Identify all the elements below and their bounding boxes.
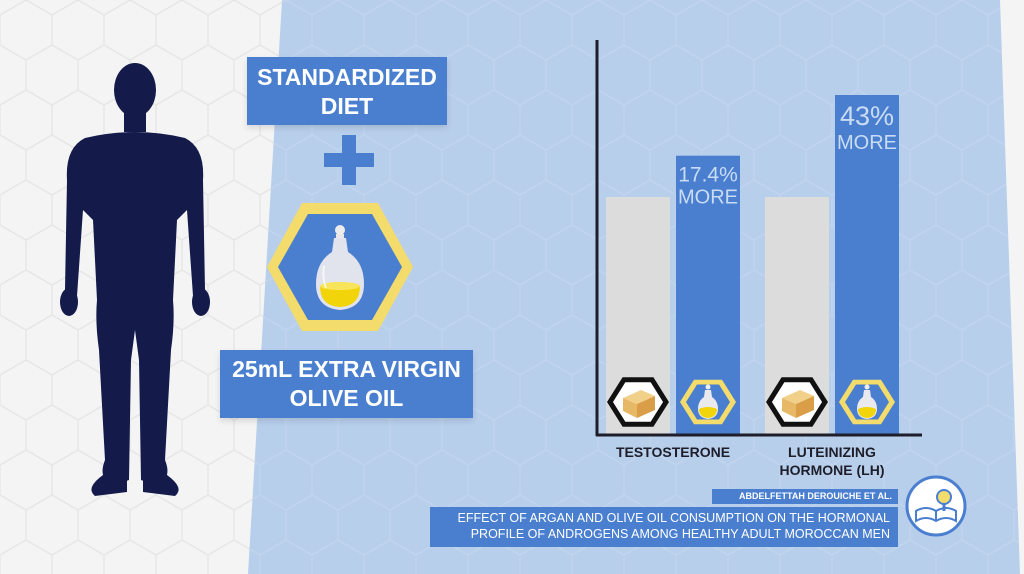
olive-oil-bottle-icon (680, 379, 736, 425)
category-label-0-0: TESTOSTERONE (616, 444, 730, 460)
olive-oil-bottle-icon (267, 203, 413, 331)
food-box-icon (766, 377, 828, 427)
category-label-1-1: HORMONE (LH) (780, 462, 885, 478)
data-label-more-1: MORE (837, 132, 897, 154)
book-magnifier-icon (905, 475, 967, 537)
diet-label-line2: DIET (320, 93, 374, 119)
category-label-1-0: LUTEINIZING (788, 444, 876, 460)
olive-oil-dose-label: 25mL EXTRA VIRGIN OLIVE OIL (220, 350, 473, 418)
data-label-value-0: 17.4% (678, 164, 738, 187)
citation-title-line2: PROFILE OF ANDROGENS AMONG HEALTHY ADULT… (470, 527, 890, 541)
olive-oil-bottle-icon (839, 379, 895, 425)
citation-author: ABDELFETTAH DEROUICHE ET AL. (712, 489, 898, 504)
oil-label-line2: OLIVE OIL (289, 385, 404, 411)
food-box-icon (607, 377, 669, 427)
citation-title-line1: EFFECT OF ARGAN AND OLIVE OIL CONSUMPTIO… (457, 511, 890, 525)
man-silhouette-icon (60, 63, 210, 496)
standardized-diet-label: STANDARDIZED DIET (247, 57, 447, 125)
citation-title: EFFECT OF ARGAN AND OLIVE OIL CONSUMPTIO… (430, 507, 898, 547)
plus-icon-horizontal (324, 153, 374, 167)
diet-label-line1: STANDARDIZED (257, 64, 437, 90)
oil-label-line1: 25mL EXTRA VIRGIN (232, 356, 461, 382)
data-label-value-1: 43% (840, 101, 894, 131)
olive-oil-bar-1 (835, 95, 899, 434)
data-label-more-0: MORE (678, 187, 738, 209)
